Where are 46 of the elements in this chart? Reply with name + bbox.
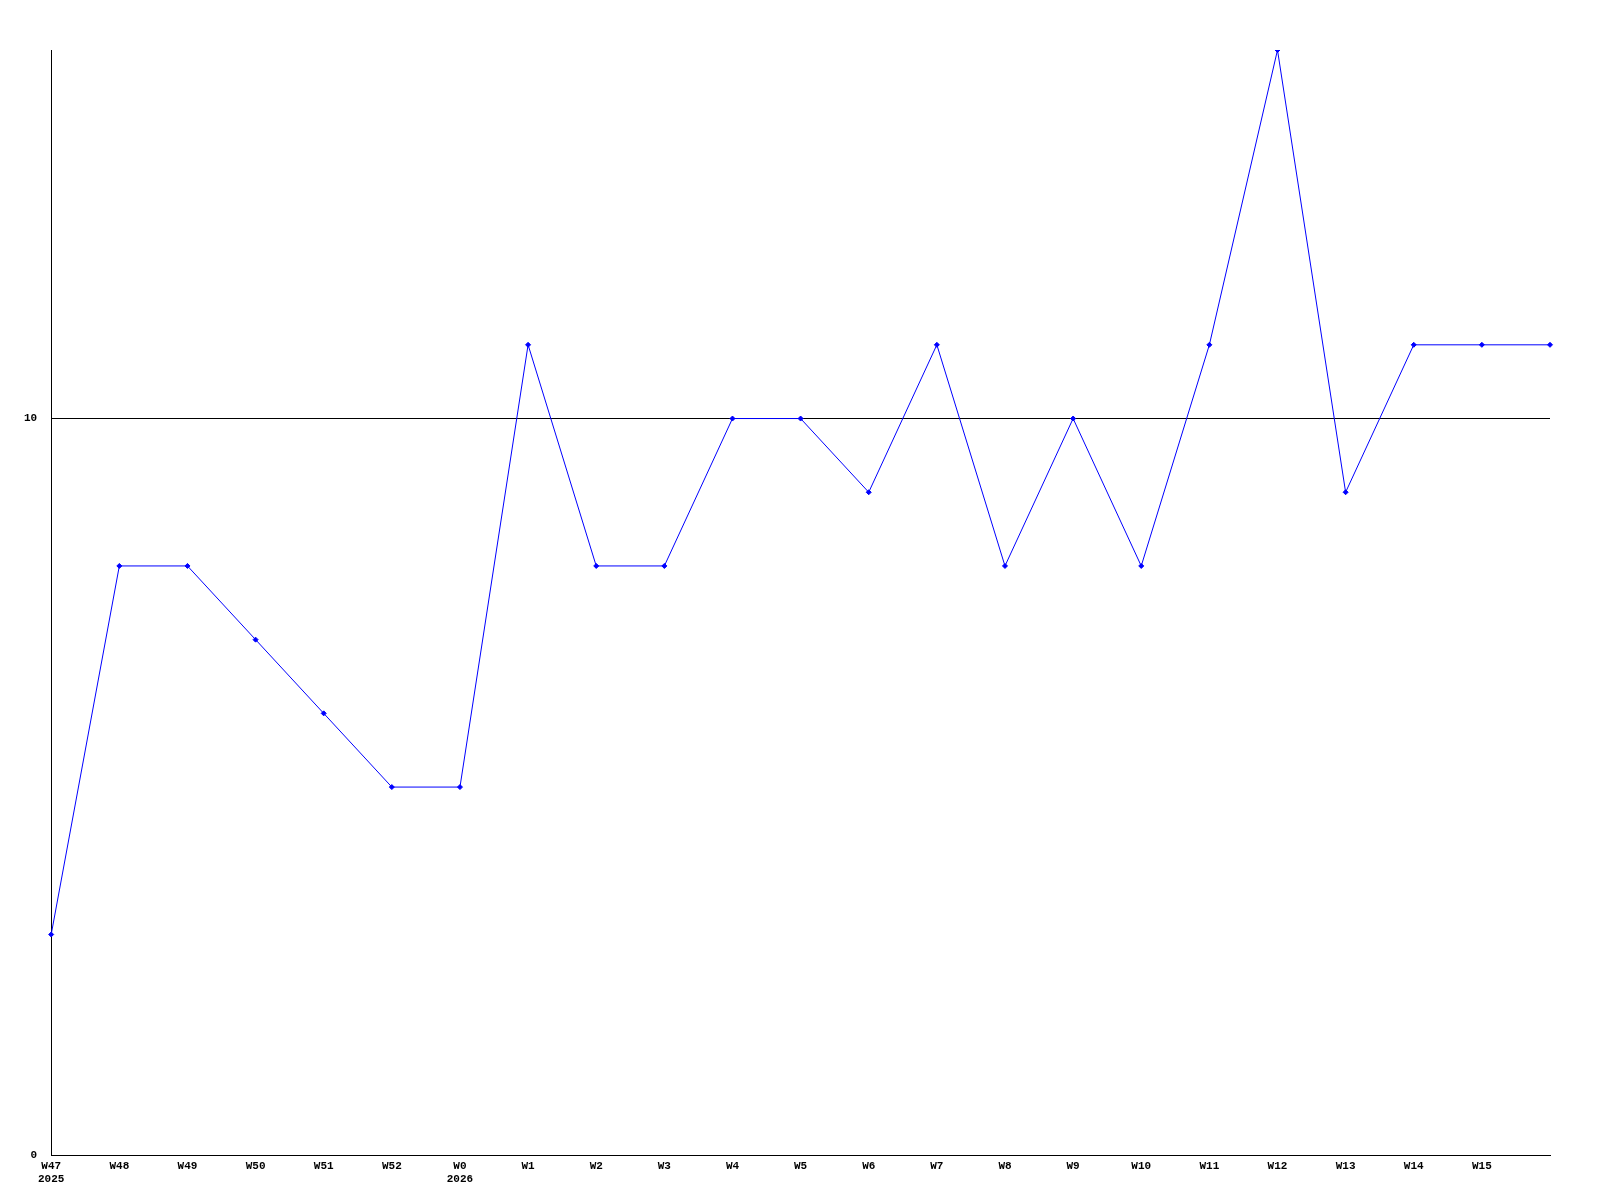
point [865,489,872,496]
point [320,710,327,717]
point [729,415,736,422]
x-tick-label: W52 [381,1159,402,1172]
point [1410,341,1417,348]
x-tick-label: W7 [930,1159,944,1172]
x-tick-label: W9 [1066,1159,1080,1172]
x-tick-label: W6 [862,1159,876,1172]
point [456,784,463,791]
point [933,341,940,348]
y-tick-label: 0 [30,1149,38,1162]
x-tick-label: W50 [245,1159,266,1172]
x-tick-label: W14 [1403,1159,1425,1172]
x-tick-label: W0 2026 [446,1159,474,1186]
x-tick-label: W1 [521,1159,536,1172]
x-tick-label: W48 [109,1159,130,1172]
point [797,415,804,422]
point [1001,562,1008,569]
point [388,784,395,791]
point [1478,341,1485,348]
x-tick-label: W8 [998,1159,1012,1172]
x-tick-label: W49 [177,1159,198,1172]
x-tick-label: W3 [657,1159,672,1172]
point [1138,562,1145,569]
x-tick-label: W12 [1267,1159,1288,1172]
x-tick-label: W15 [1471,1159,1493,1172]
x-tick-label: W13 [1335,1159,1356,1172]
x-tick-label: W4 [725,1159,740,1172]
point [184,562,191,569]
x-tick-label: W2 [589,1159,603,1172]
y-tick-label: 10 [24,412,38,425]
point [1547,341,1553,348]
x-tick-label: W11 [1199,1159,1220,1172]
x-tick-label: W51 [313,1159,335,1172]
point [1206,341,1213,348]
x-tick-label: W10 [1131,1159,1152,1172]
x-tick-label: W47 2025 [38,1159,65,1186]
point [661,562,668,569]
point [1342,489,1349,496]
point [593,562,600,569]
point [1070,415,1077,422]
point [525,341,532,348]
point [48,931,55,938]
point [116,562,123,569]
x-tick-label: W5 [794,1159,808,1172]
point [252,636,259,643]
